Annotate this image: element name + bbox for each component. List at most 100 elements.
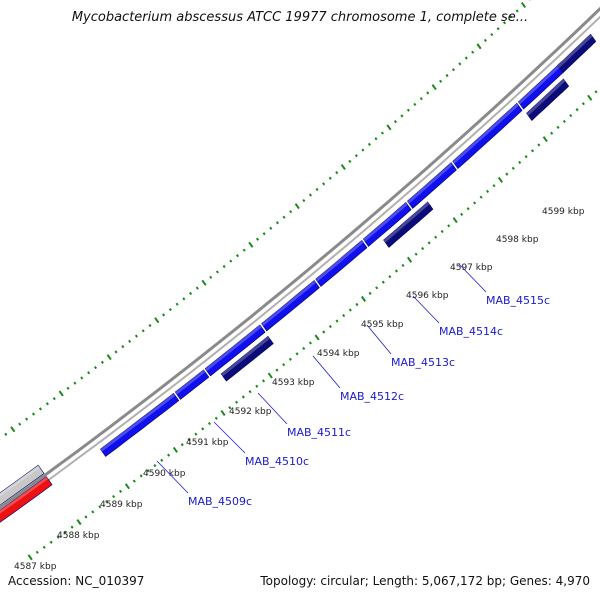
inner-tick bbox=[342, 313, 346, 318]
inner-tick bbox=[537, 143, 541, 147]
gene-dark-4-bevel bbox=[557, 34, 593, 68]
inner-tick bbox=[220, 409, 226, 417]
outer-tick bbox=[496, 27, 500, 31]
backbone-outer-line bbox=[0, 6, 600, 510]
accession-text: Accession: NC_010397 bbox=[8, 574, 145, 588]
kbp-label: 4588 kbp bbox=[57, 531, 100, 541]
outer-tick bbox=[354, 154, 358, 158]
outer-tick bbox=[235, 254, 240, 258]
outer-tick bbox=[100, 360, 104, 364]
gene-label-MAB_4515c[interactable]: MAB_4515c bbox=[486, 294, 550, 307]
outer-tick bbox=[4, 432, 8, 436]
inner-tick bbox=[440, 229, 444, 234]
inner-tick bbox=[348, 308, 352, 312]
outer-tick bbox=[393, 120, 397, 124]
inner-tick bbox=[91, 510, 95, 514]
gene-leader-line bbox=[156, 460, 189, 494]
inner-tick bbox=[295, 352, 299, 356]
outer-tick bbox=[25, 417, 29, 421]
inner-tick bbox=[575, 108, 579, 112]
outer-tick bbox=[328, 176, 332, 180]
inner-tick bbox=[447, 224, 451, 228]
inner-tick bbox=[267, 372, 273, 379]
outer-tick bbox=[439, 79, 443, 83]
gene-dark-4 bbox=[557, 33, 597, 74]
gene-dark-1-bevel bbox=[221, 336, 270, 377]
inner-tick bbox=[194, 432, 198, 436]
outer-tick bbox=[45, 402, 49, 406]
outer-tick bbox=[335, 171, 339, 175]
gene-grey-bevel bbox=[0, 465, 40, 497]
inner-tick bbox=[401, 263, 405, 268]
inner-tick bbox=[466, 207, 470, 211]
gene-label-MAB_4514c[interactable]: MAB_4514c bbox=[439, 325, 503, 338]
inner-tick bbox=[492, 184, 496, 188]
inner-tick bbox=[187, 437, 191, 442]
inner-tick bbox=[118, 489, 123, 494]
inner-tick bbox=[406, 256, 413, 263]
gene-highlight bbox=[0, 476, 53, 523]
outer-tick bbox=[209, 275, 213, 279]
inner-tick bbox=[328, 324, 332, 329]
outer-tick bbox=[315, 187, 319, 192]
inner-tick bbox=[556, 125, 560, 129]
inner-tick bbox=[314, 334, 320, 341]
outer-tick bbox=[215, 270, 219, 274]
outer-tick bbox=[128, 339, 132, 343]
outer-tick bbox=[476, 43, 482, 50]
inner-tick bbox=[180, 443, 184, 447]
kbp-label: 4589 kbp bbox=[100, 500, 143, 510]
gene-label-MAB_4512c[interactable]: MAB_4512c bbox=[340, 390, 404, 403]
inner-tick bbox=[207, 421, 212, 426]
kbp-label: 4590 kbp bbox=[143, 469, 186, 479]
inner-tick bbox=[375, 286, 379, 290]
gene-dark-3 bbox=[526, 78, 570, 121]
outer-tick bbox=[380, 131, 384, 135]
inner-tick bbox=[248, 390, 252, 394]
inner-tick bbox=[201, 427, 205, 431]
gene-label-MAB_4511c[interactable]: MAB_4511c bbox=[287, 426, 351, 439]
outer-tick bbox=[413, 102, 417, 107]
outer-tick bbox=[242, 248, 246, 252]
gene-MAB_4516c-bevel bbox=[452, 103, 519, 164]
outer-tick bbox=[52, 397, 56, 401]
outer-tick bbox=[367, 142, 371, 147]
outer-tick bbox=[32, 412, 36, 416]
outer-tick bbox=[282, 215, 286, 219]
inner-tick bbox=[518, 160, 522, 165]
inner-tick bbox=[368, 291, 372, 295]
gene-highlight-bevel bbox=[0, 476, 49, 514]
outer-tick bbox=[289, 210, 293, 214]
gene-dark-2 bbox=[383, 201, 434, 248]
outer-tick bbox=[80, 376, 84, 380]
inner-tick bbox=[139, 474, 143, 478]
inner-tick bbox=[56, 535, 60, 539]
gene-leader-line bbox=[312, 355, 341, 389]
outer-tick bbox=[73, 381, 77, 385]
outer-tick bbox=[162, 313, 166, 317]
map-title: Mycobacterium abscessus ATCC 19977 chrom… bbox=[71, 10, 529, 25]
inner-tick bbox=[594, 90, 598, 94]
inner-tick bbox=[427, 241, 431, 245]
inner-tick bbox=[505, 172, 509, 176]
gene-dark-3-bevel bbox=[526, 78, 566, 116]
inner-tick bbox=[479, 195, 483, 199]
inner-tick bbox=[581, 102, 585, 106]
gene-MAB_4514c-bevel bbox=[363, 202, 408, 242]
gene-label-MAB_4510c[interactable]: MAB_4510c bbox=[245, 455, 309, 468]
outer-tick bbox=[426, 91, 430, 95]
inner-tick bbox=[562, 119, 566, 124]
gene-label-MAB_4509c[interactable]: MAB_4509c bbox=[188, 495, 252, 508]
kbp-label: 4596 kbp bbox=[406, 291, 449, 301]
outer-tick bbox=[255, 237, 260, 241]
inner-tick bbox=[473, 201, 477, 205]
outer-tick bbox=[154, 317, 160, 324]
inner-tick bbox=[414, 252, 418, 256]
outer-tick bbox=[509, 15, 513, 19]
outer-tick bbox=[134, 334, 138, 338]
gene-dark-1 bbox=[220, 335, 274, 382]
outer-tick bbox=[10, 426, 16, 433]
gene-label-MAB_4513c[interactable]: MAB_4513c bbox=[391, 356, 455, 369]
inner-tick bbox=[486, 189, 490, 194]
